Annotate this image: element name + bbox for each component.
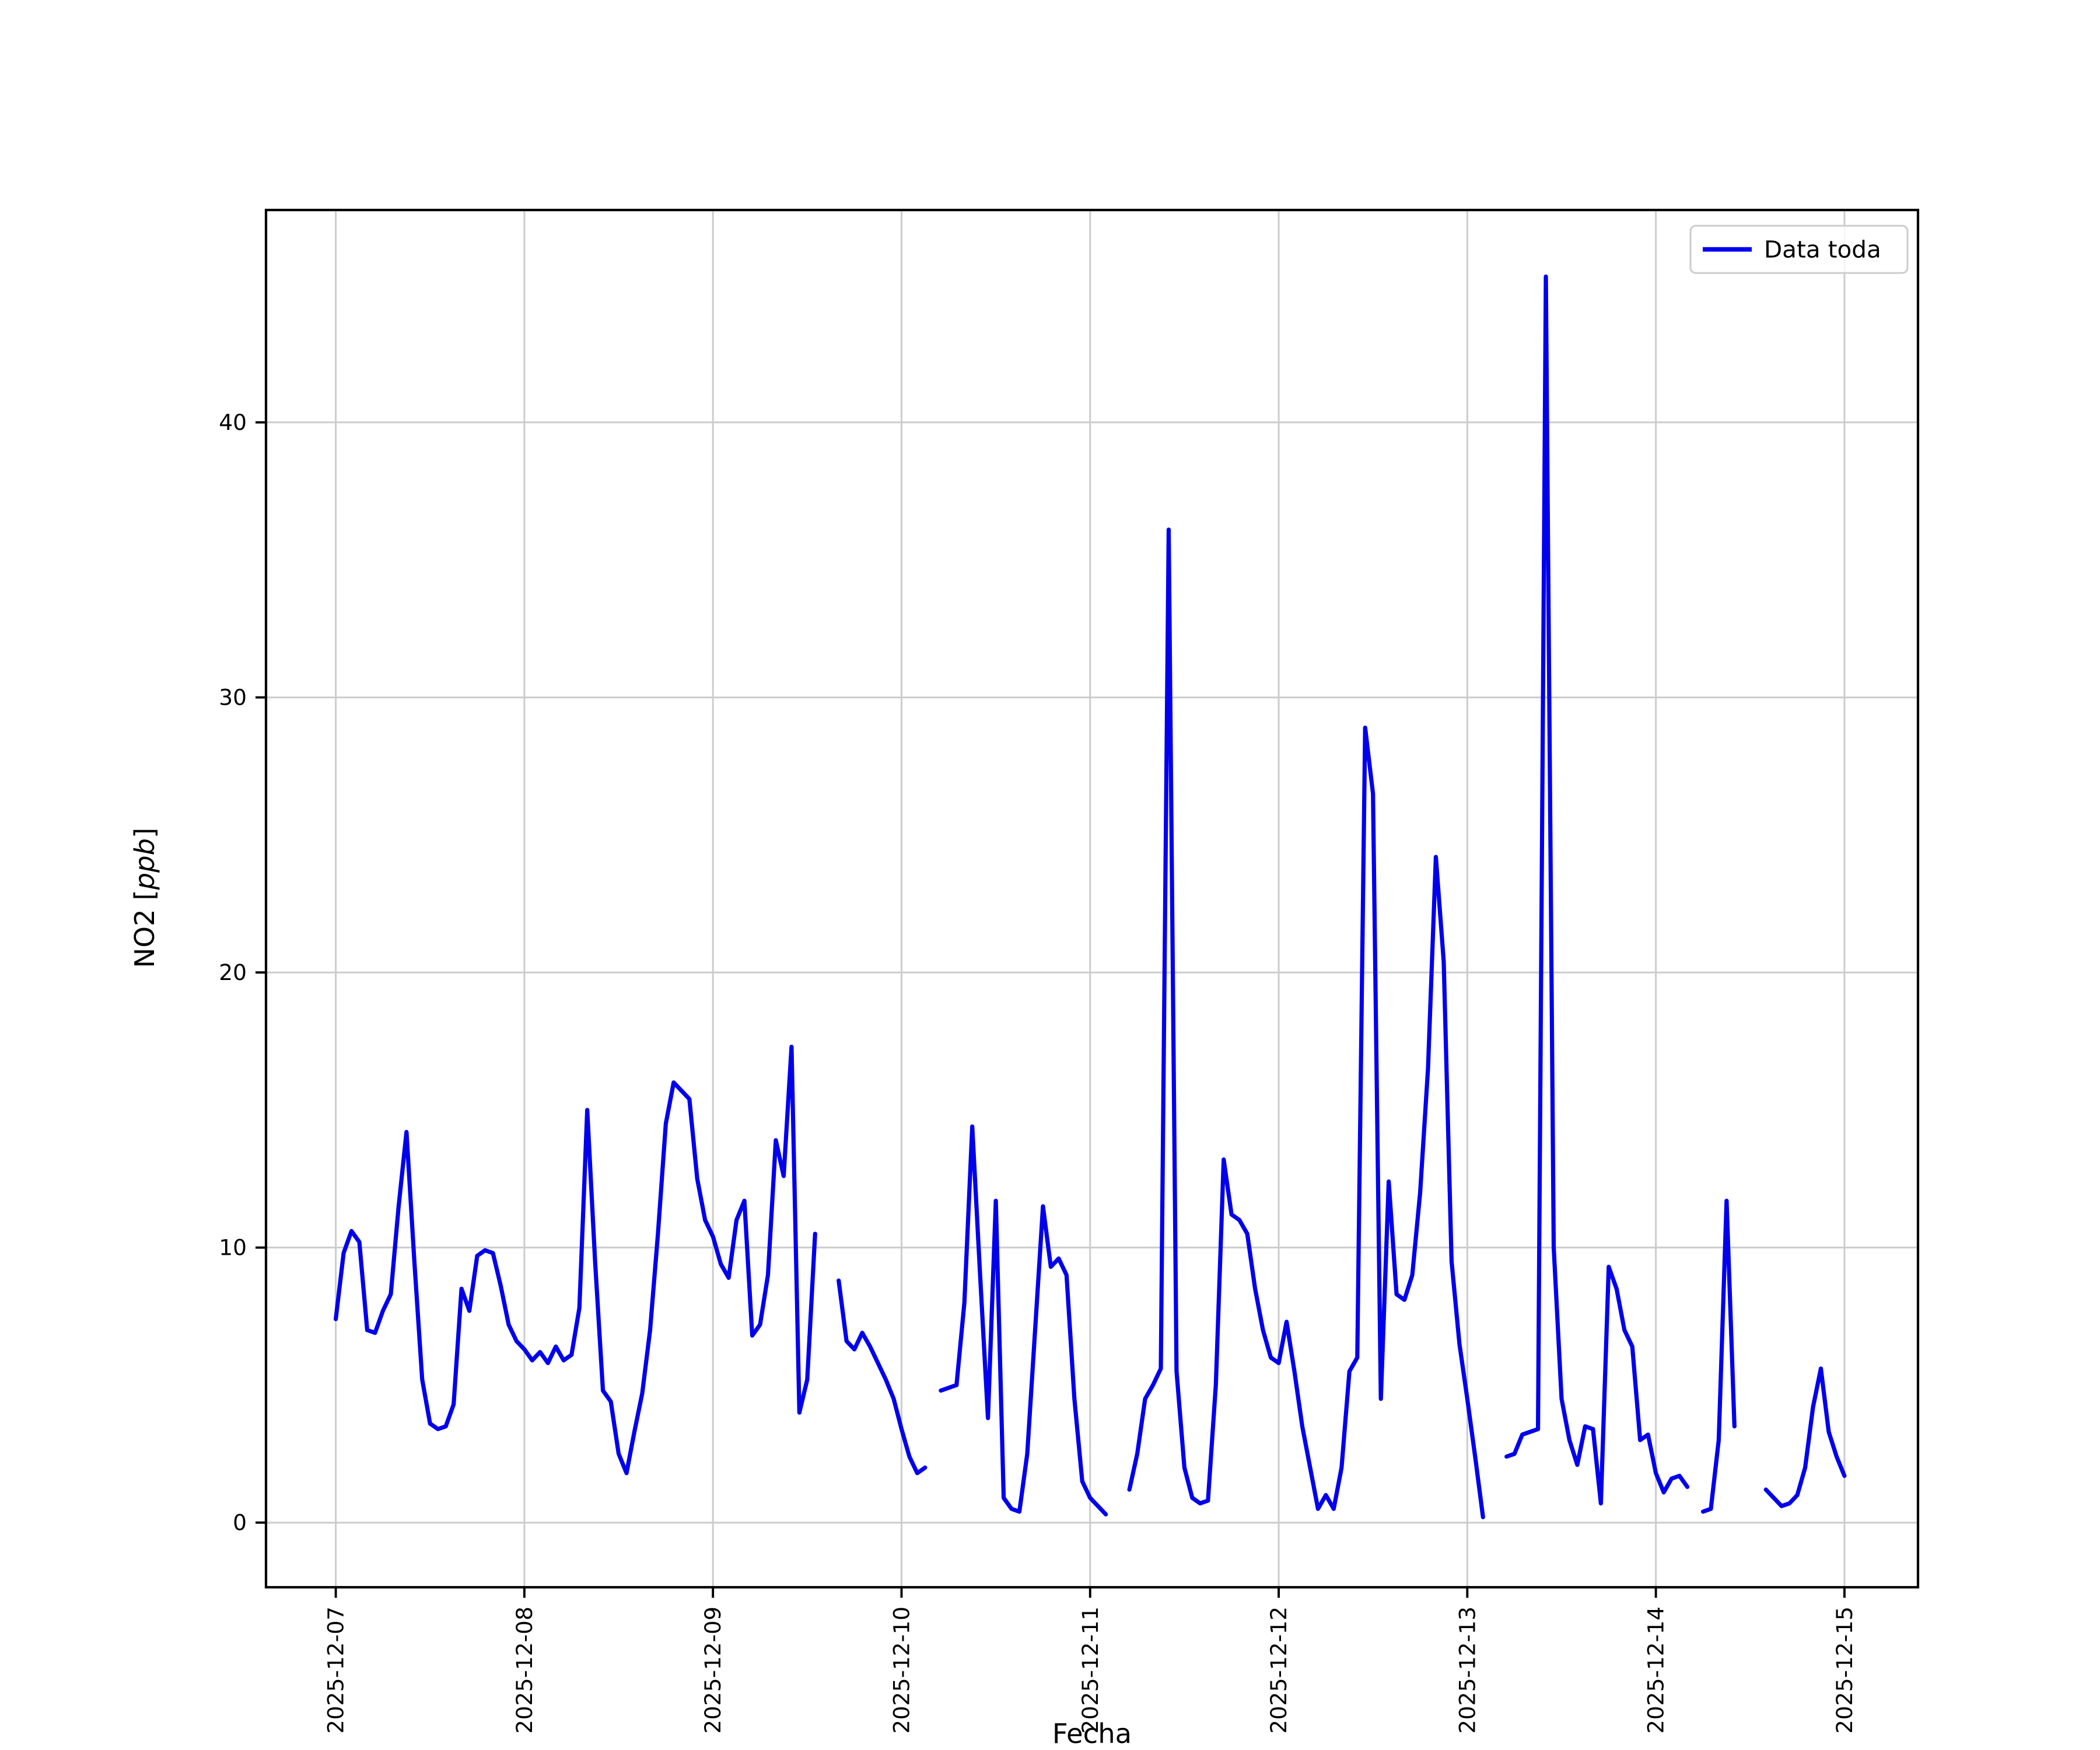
data-series-layer bbox=[334, 274, 1847, 1520]
y-tick-label: 40 bbox=[219, 410, 247, 435]
y-tick-label: 0 bbox=[233, 1510, 247, 1535]
x-tick-label: 2025-12-14 bbox=[1643, 1606, 1669, 1734]
legend-box bbox=[1689, 225, 1909, 274]
legend: Data toda bbox=[1689, 225, 1909, 274]
no2-series-path bbox=[334, 274, 1847, 1520]
y-tick-label: 20 bbox=[219, 960, 247, 985]
y-tick-label: 30 bbox=[219, 685, 247, 710]
x-tick-label: 2025-12-11 bbox=[1077, 1606, 1103, 1734]
legend-label: Data toda bbox=[1764, 236, 1881, 264]
x-tick-label: 2025-12-10 bbox=[888, 1606, 914, 1734]
y-tick-labels: 0 10 20 30 40 bbox=[219, 410, 247, 1535]
x-tick-label: 2025-12-15 bbox=[1832, 1606, 1857, 1734]
y-axis-label-prefix: NO2 [ bbox=[129, 890, 160, 968]
axis-ticks bbox=[256, 421, 1846, 1598]
x-tick-label: 2025-12-08 bbox=[512, 1606, 537, 1734]
y-axis-label: NO2 [ppb] bbox=[129, 828, 160, 968]
y-axis-label-math: ppb bbox=[129, 838, 160, 891]
y-axis-label-suffix: ] bbox=[129, 828, 160, 838]
x-tick-label: 2025-12-09 bbox=[700, 1606, 726, 1734]
x-tick-label: 2025-12-12 bbox=[1266, 1606, 1292, 1734]
plot-border bbox=[264, 208, 1920, 1589]
x-tick-labels: 2025-12-07 2025-12-08 2025-12-09 2025-12-10… bbox=[323, 1606, 1857, 1734]
x-tick-label: 2025-12-13 bbox=[1454, 1606, 1480, 1734]
y-tick-label: 10 bbox=[219, 1235, 247, 1261]
x-axis-label: Fecha bbox=[1052, 1718, 1132, 1749]
gridlines bbox=[266, 210, 1918, 1587]
x-tick-label: 2025-12-07 bbox=[323, 1606, 349, 1734]
